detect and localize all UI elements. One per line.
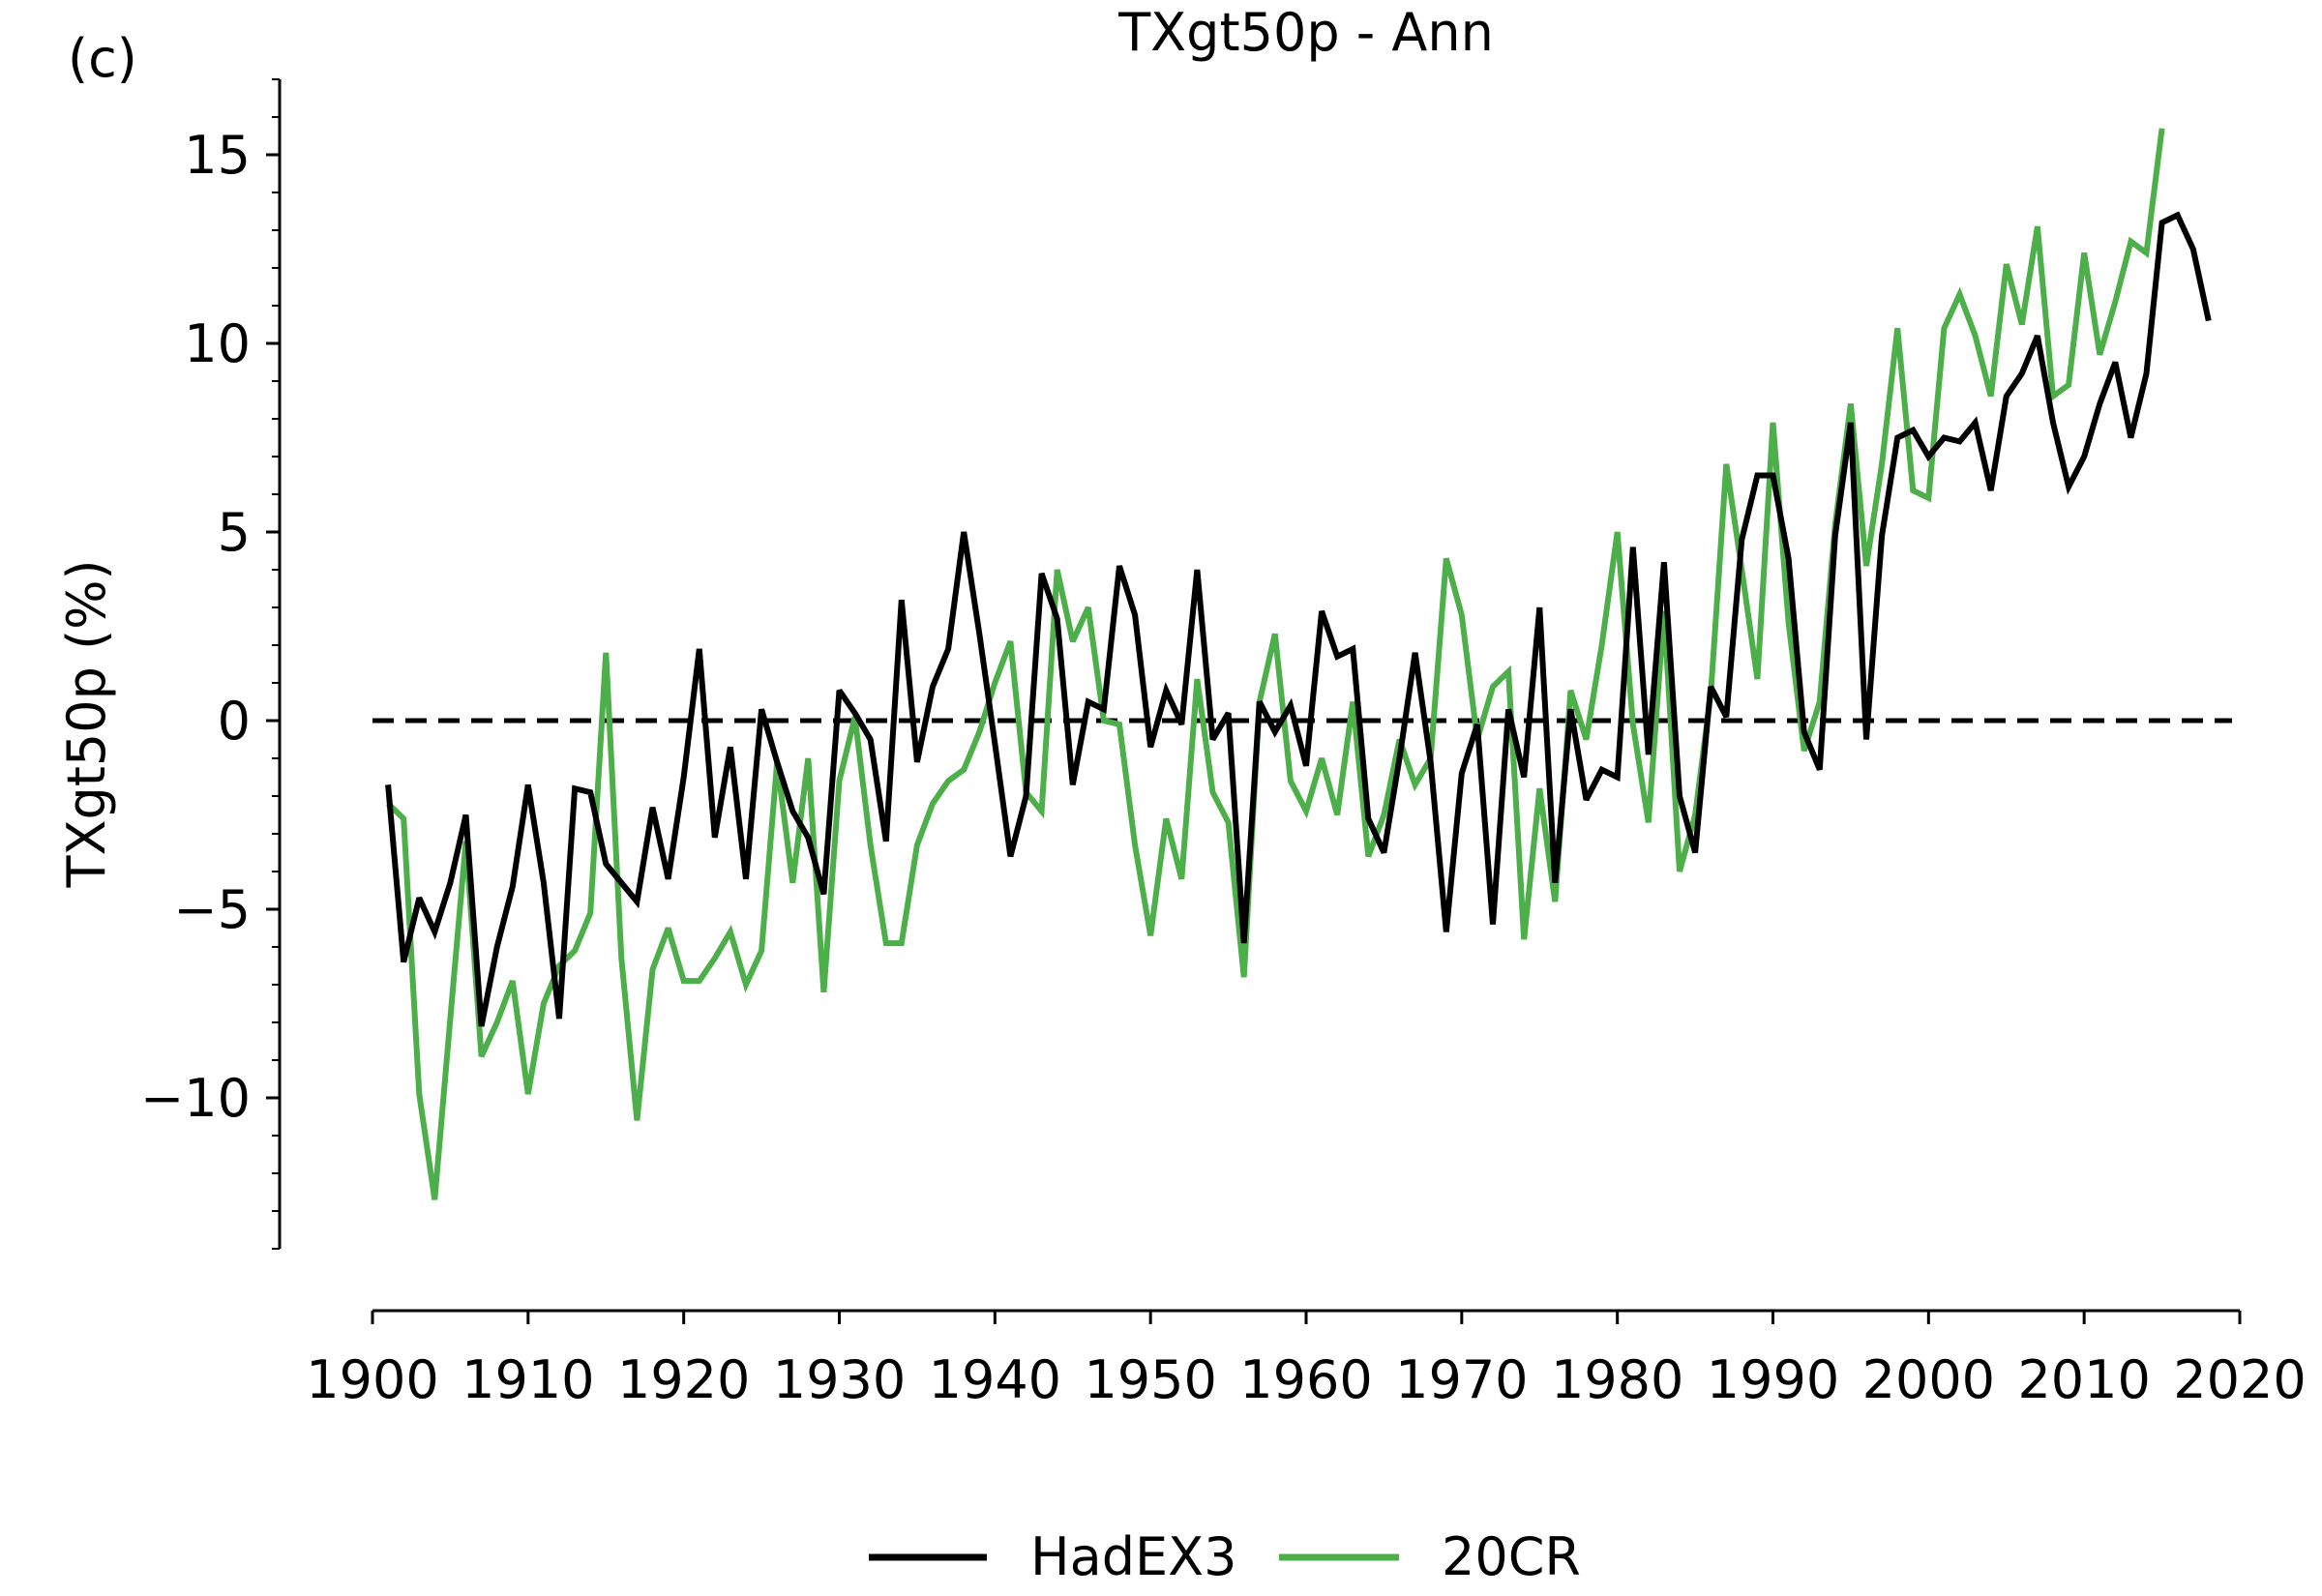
x-tick-label: 2000 [1862,1349,1995,1410]
x-tick-label: 1940 [929,1349,1061,1410]
y-tick-label: 10 [184,313,251,374]
legend-label-hadex3: HadEX3 [1030,1526,1236,1587]
x-tick-label: 1960 [1239,1349,1372,1410]
x-tick-label: 2020 [2173,1349,2306,1410]
panel-label: (c) [68,28,137,89]
legend: HadEX3 20CR [869,1526,1581,1587]
series-line-hadex3 [385,211,2212,1027]
x-tick-label: 1990 [1707,1349,1839,1410]
x-tick-label: 1910 [461,1349,594,1410]
y-tick-label: 0 [218,691,251,752]
x-tick-label: 1980 [1551,1349,1683,1410]
x-tick-label: 1920 [617,1349,750,1410]
x-tick-label: 1930 [773,1349,906,1410]
x-tick-label: 1970 [1395,1349,1528,1410]
plot-series [385,128,2212,1200]
y-axis: −10 −5 0 5 10 15 [140,78,282,1250]
x-tick-label: 1900 [306,1349,438,1410]
y-tick-label: 15 [184,125,251,186]
y-tick-label: 5 [218,502,251,563]
series-line-20cr [386,128,2165,1200]
chart-title: TXgt50p - Ann [1117,2,1494,63]
x-tick-label: 2010 [2017,1349,2150,1410]
legend-label-20cr: 20CR [1442,1526,1581,1587]
y-tick-label: −10 [140,1068,251,1129]
y-axis-label: TXgt50p (%) [56,559,117,888]
x-tick-label: 1950 [1084,1349,1216,1410]
x-axis: 1900 1910 1920 1930 1940 1950 1960 1970 1980 1990… [306,1309,2307,1410]
y-tick-label: −5 [173,879,251,940]
